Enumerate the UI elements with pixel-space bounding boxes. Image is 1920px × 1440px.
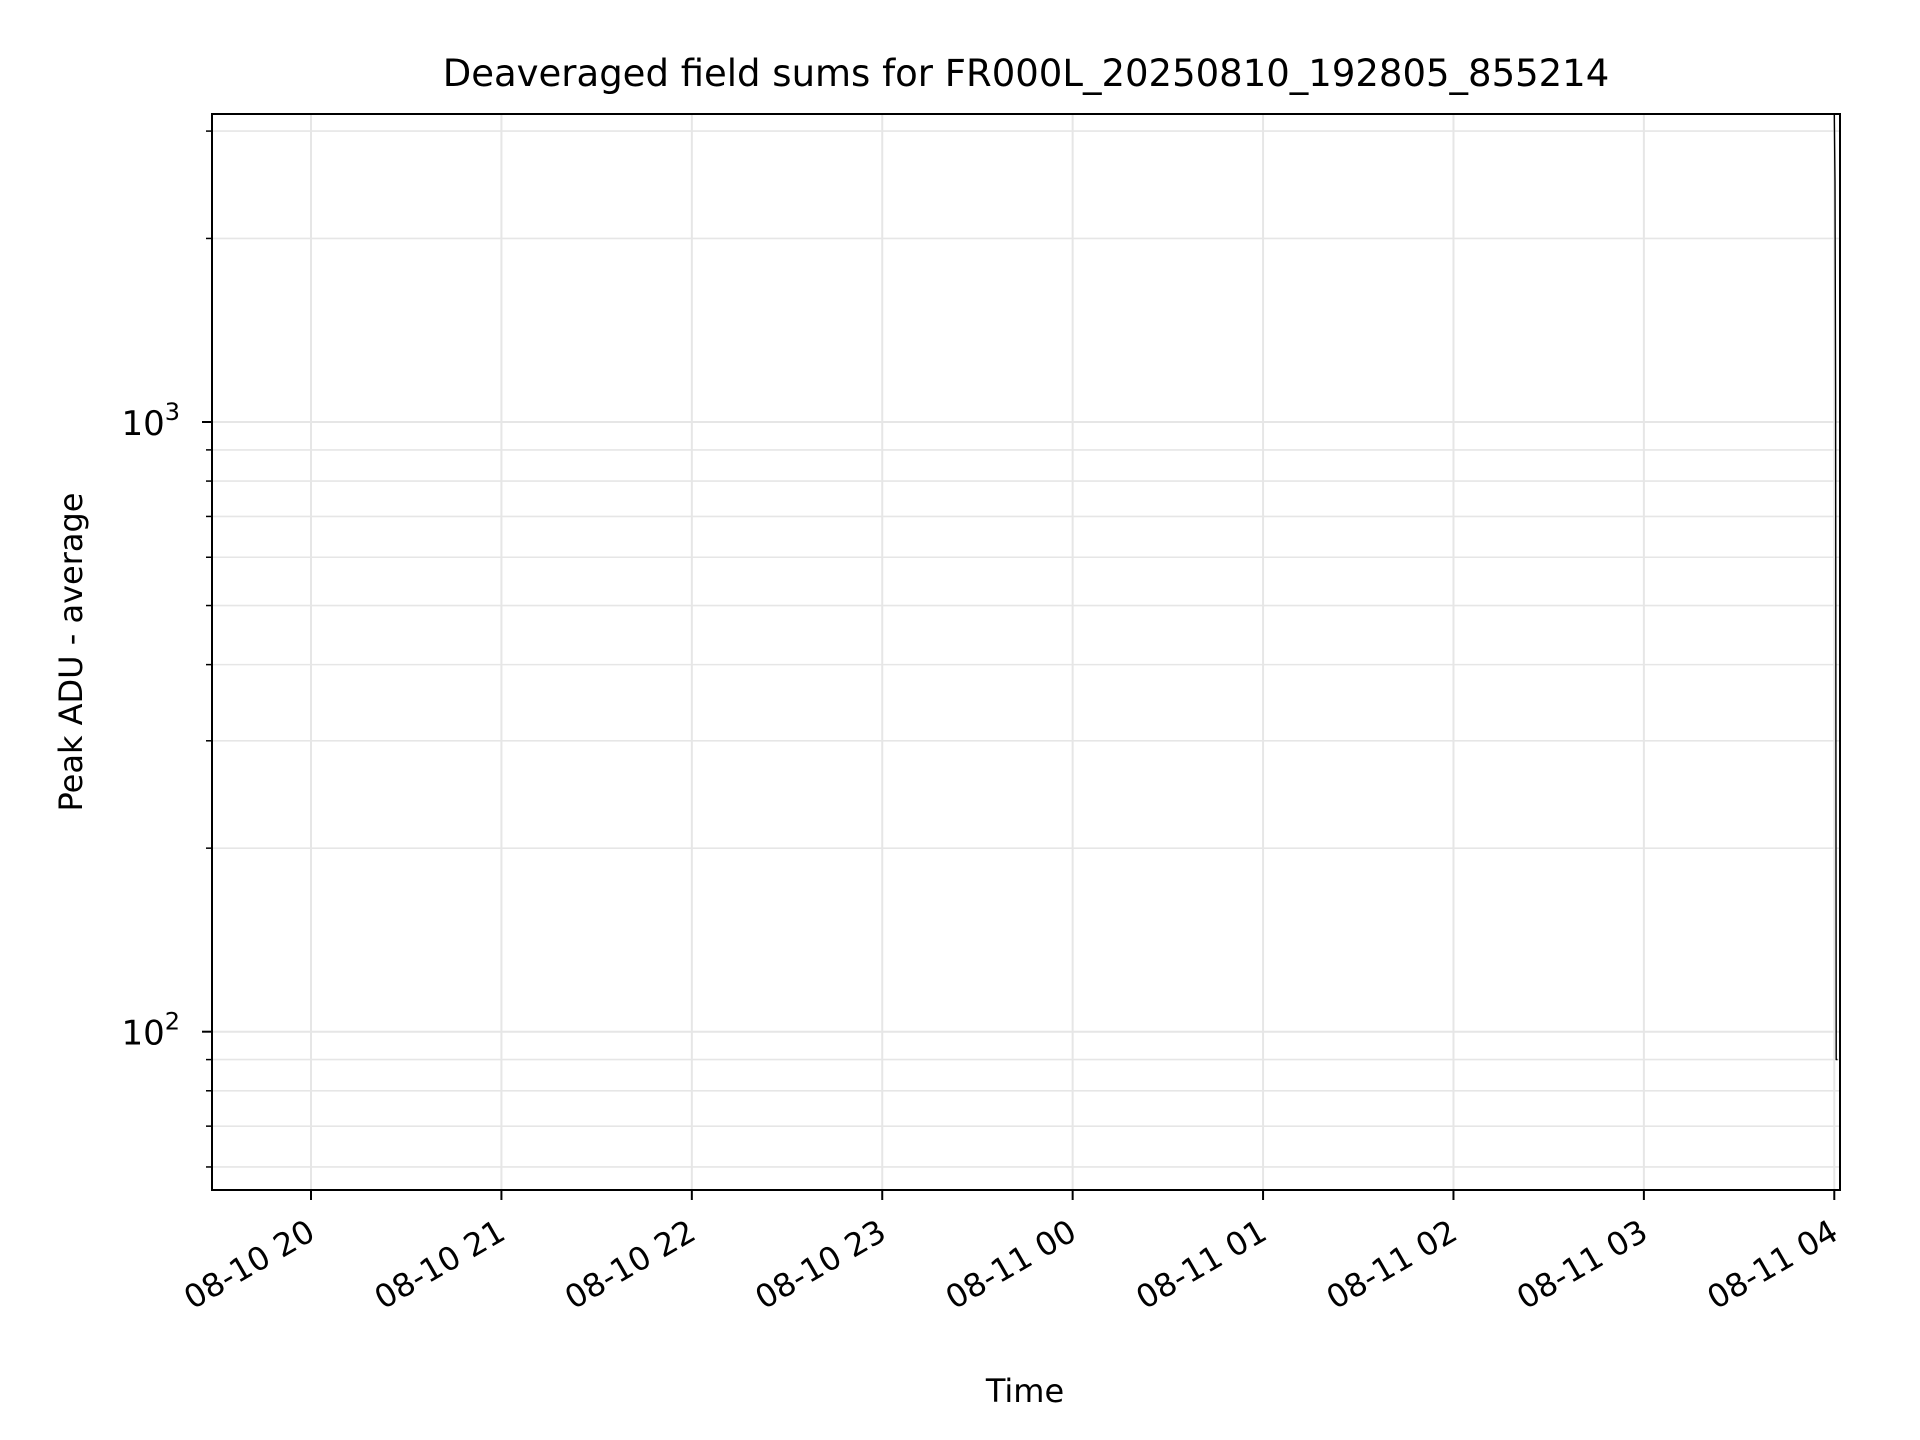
y-tick-label-base: 10 xyxy=(121,1014,164,1054)
x-axis-label: Time xyxy=(985,1372,1064,1410)
y-tick-label-exponent: 3 xyxy=(165,398,180,426)
grid-lines xyxy=(212,114,1840,1190)
y-tick-label: 102 xyxy=(121,1008,180,1054)
y-tick-label-exponent: 2 xyxy=(165,1008,180,1036)
axes xyxy=(202,130,1836,1200)
y-tick-label: 103 xyxy=(121,398,180,444)
plot-frame xyxy=(211,113,1841,1191)
y-axis-label: Peak ADU - average xyxy=(52,493,90,812)
chart-title: Deaveraged field sums for FR000L_2025081… xyxy=(443,52,1610,95)
y-tick-label-base: 10 xyxy=(121,404,164,444)
